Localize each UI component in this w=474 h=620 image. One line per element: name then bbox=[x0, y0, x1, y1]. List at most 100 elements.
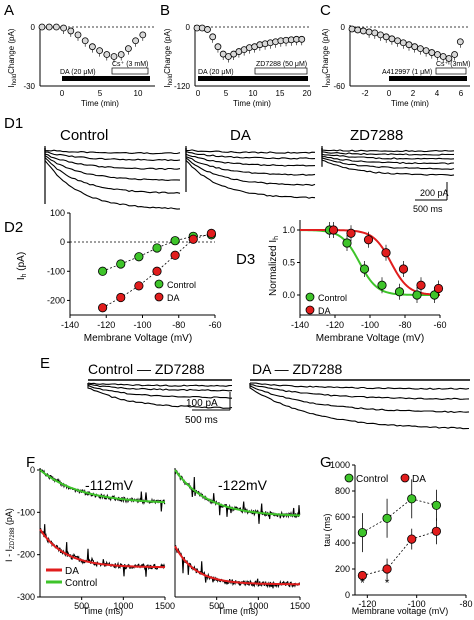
f-legend-control: Control bbox=[65, 578, 97, 589]
d3-control-point bbox=[395, 288, 403, 296]
g-da-point bbox=[432, 527, 440, 535]
data-point bbox=[378, 32, 384, 38]
c-bar2-label: Cs⁺ (3mM) bbox=[436, 61, 470, 68]
data-point bbox=[366, 29, 372, 35]
e-label-2: DA — ZD7288 bbox=[252, 361, 342, 377]
b-bar1-label: DA (20 μM) bbox=[198, 69, 234, 76]
d3-da-point bbox=[329, 226, 337, 234]
c-bar-cs bbox=[436, 68, 466, 74]
data-point bbox=[68, 28, 74, 34]
panel-b: 0 -120 0 5 10 15 20 Time (min) DA (20 μM… bbox=[174, 23, 312, 108]
d2-legend-control: Control bbox=[167, 280, 196, 290]
d3-da-point bbox=[417, 281, 425, 289]
d2-control-point bbox=[153, 244, 161, 252]
c-xtick-2: 2 bbox=[411, 89, 416, 98]
c-xtick-0: -2 bbox=[361, 89, 369, 98]
b-bar-zd bbox=[255, 68, 307, 74]
d3-legend-da: DA bbox=[318, 306, 331, 316]
g-xlabel: Membrane voltage (mV) bbox=[352, 606, 449, 616]
c-ytick-1: -60 bbox=[333, 82, 345, 91]
data-point bbox=[204, 26, 210, 32]
g-legend-control: Control bbox=[356, 474, 388, 485]
data-point bbox=[104, 52, 110, 58]
d3-xtick: -60 bbox=[433, 320, 446, 330]
d3-da-point bbox=[434, 284, 442, 292]
d2-xtick: -120 bbox=[97, 320, 115, 330]
panel-label-d2: D2 bbox=[4, 219, 23, 236]
d3-control-point bbox=[378, 281, 386, 289]
g-ytick: 200 bbox=[335, 564, 350, 574]
g-control-point bbox=[408, 495, 416, 503]
data-point bbox=[389, 36, 395, 42]
d3-xtick: -120 bbox=[326, 320, 344, 330]
a-bar1-label: DA (20 μM) bbox=[60, 69, 96, 76]
d2-xtick: -140 bbox=[61, 320, 79, 330]
data-point bbox=[372, 30, 378, 36]
d3-legend-control: Control bbox=[318, 293, 347, 303]
data-point bbox=[210, 34, 216, 40]
g-control-point bbox=[358, 528, 366, 536]
data-point bbox=[111, 54, 117, 60]
e-scale-pa: 100 pA bbox=[186, 398, 218, 409]
b-ylabel: IholdChange (pA) bbox=[163, 28, 174, 87]
data-point bbox=[299, 36, 305, 42]
d3-xlabel: Membrane Voltage (mV) bbox=[316, 333, 424, 344]
g-ytick: 1000 bbox=[330, 460, 350, 470]
panel-label-e: E bbox=[40, 355, 50, 372]
a-xtick-2: 10 bbox=[134, 89, 143, 98]
d2-control-point bbox=[171, 236, 179, 244]
d2-ytick: 100 bbox=[50, 208, 65, 218]
data-point bbox=[39, 24, 45, 30]
data-point bbox=[82, 38, 88, 44]
c-bar1-label: A412997 (1 μM) bbox=[382, 69, 432, 76]
e-label-1: Control — ZD7288 bbox=[88, 361, 205, 377]
d3-da-point bbox=[364, 236, 372, 244]
e-difference-trace bbox=[250, 383, 469, 389]
g-control-point bbox=[432, 501, 440, 509]
a-bar-da bbox=[62, 76, 150, 81]
d2-legend-da-dot bbox=[155, 293, 163, 301]
d3-xtick: -80 bbox=[398, 320, 411, 330]
panel-label-d1: D1 bbox=[4, 115, 23, 132]
data-point bbox=[125, 46, 131, 52]
d3-control-point bbox=[343, 239, 351, 247]
e-scale-ms: 500 ms bbox=[185, 415, 218, 426]
data-point bbox=[118, 52, 124, 58]
f1-xtick: 1500 bbox=[155, 601, 175, 611]
b-xlabel: Time (min) bbox=[233, 99, 271, 108]
data-point bbox=[75, 32, 81, 38]
d2-legend-control-dot bbox=[155, 280, 163, 288]
d3-ytick: 1.0 bbox=[282, 225, 295, 235]
data-point bbox=[383, 34, 389, 40]
c-ylabel: IholdChange (pA) bbox=[321, 28, 332, 87]
f2-xlabel: Time (ms) bbox=[218, 606, 258, 616]
d2-da-point bbox=[117, 293, 125, 301]
d2-xtick: -80 bbox=[172, 320, 185, 330]
d2-xtick: -60 bbox=[208, 320, 221, 330]
d2-da-point bbox=[135, 282, 143, 290]
data-point bbox=[435, 52, 441, 58]
d2-xlabel: Membrane Voltage (mV) bbox=[84, 333, 192, 344]
d3-ytick: 0.5 bbox=[282, 258, 295, 268]
d3-control-point bbox=[413, 291, 421, 299]
b-xtick-0: 0 bbox=[196, 89, 201, 98]
data-point bbox=[457, 39, 463, 45]
d1-current-trace bbox=[45, 148, 180, 161]
g-control-line bbox=[362, 499, 436, 533]
d1-label-da: DA bbox=[230, 127, 251, 144]
data-point bbox=[53, 24, 59, 30]
g-ytick: 0 bbox=[345, 590, 350, 600]
f1-ytick: -100 bbox=[17, 507, 35, 517]
d1-current-trace bbox=[186, 148, 315, 185]
a-ytick-0: 0 bbox=[31, 23, 36, 32]
a-xlabel: Time (min) bbox=[81, 99, 119, 108]
d2-ylabel: Ih (pA) bbox=[16, 252, 28, 280]
b-xtick-2: 10 bbox=[249, 89, 258, 98]
d3-da-point bbox=[399, 265, 407, 273]
e-traces bbox=[88, 380, 470, 429]
b-ytick-1: -120 bbox=[174, 82, 191, 91]
a-xtick-0: 0 bbox=[60, 89, 65, 98]
panel-label-d3: D3 bbox=[236, 251, 255, 268]
d1-current-trace bbox=[186, 148, 315, 159]
data-point bbox=[395, 38, 401, 44]
